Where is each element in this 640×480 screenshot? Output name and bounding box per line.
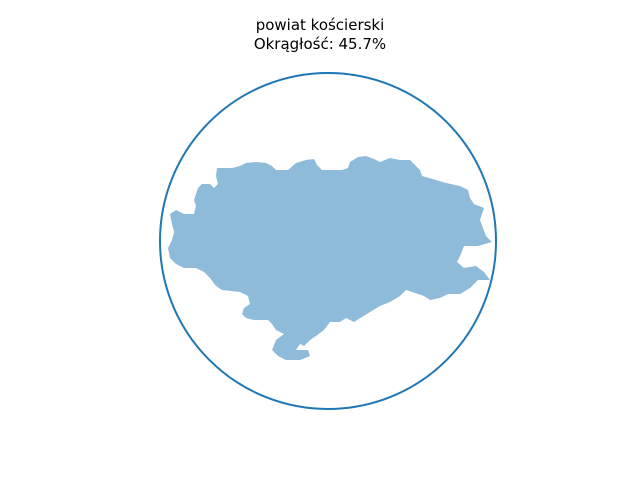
region-shape: [168, 156, 492, 360]
enclosing-circle: [159, 72, 497, 410]
chart-title-region: powiat kościerski: [255, 16, 385, 34]
chart-title-roundness: Okrągłość: 45.7%: [253, 35, 387, 53]
